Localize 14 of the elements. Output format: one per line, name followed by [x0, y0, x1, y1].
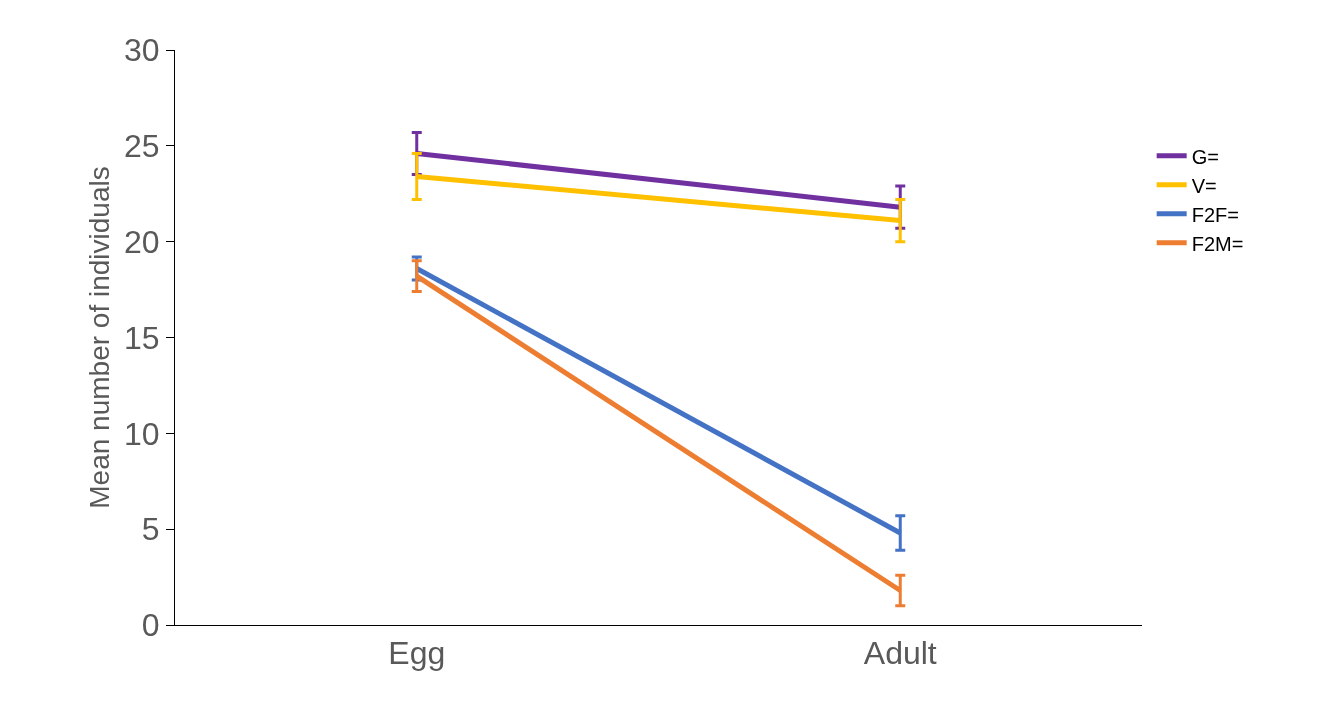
y-tick-label: 25 [124, 128, 160, 165]
legend-label: F2F= [1191, 203, 1239, 226]
y-tick-label: 20 [124, 223, 160, 260]
y-tick-label: 15 [124, 319, 160, 356]
y-tick-label: 30 [124, 32, 160, 69]
legend-label: G= [1191, 145, 1219, 168]
y-tick-label: 0 [141, 607, 160, 644]
legend-label: V= [1191, 174, 1217, 197]
x-tick-label: Egg [388, 635, 446, 672]
y-tick-label: 5 [141, 511, 160, 548]
x-tick-label: Adult [863, 635, 937, 672]
y-tick-label: 10 [124, 415, 160, 452]
y-axis-title: Mean number of individuals [84, 166, 115, 509]
legend-label: F2M= [1191, 232, 1244, 255]
